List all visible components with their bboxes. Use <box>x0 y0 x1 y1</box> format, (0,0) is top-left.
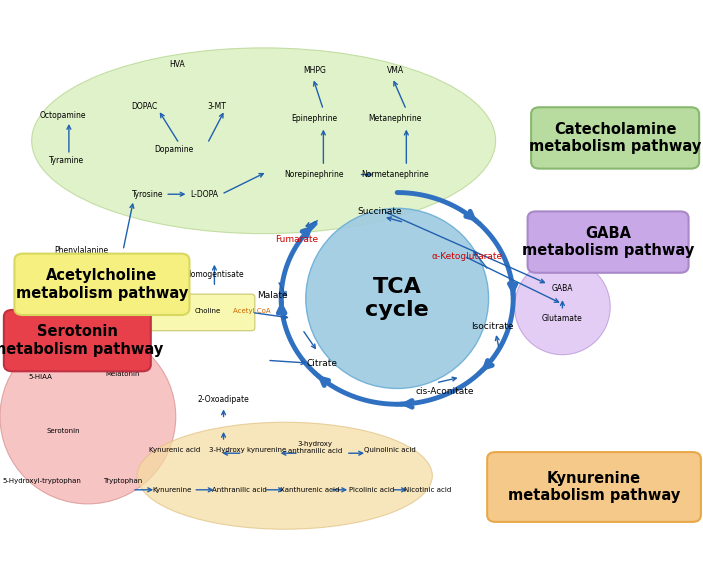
Text: Citrate: Citrate <box>307 359 337 368</box>
Ellipse shape <box>0 329 176 504</box>
Text: MHPG: MHPG <box>303 66 325 75</box>
Text: TCA
cycle: TCA cycle <box>366 277 429 320</box>
Text: Acetylcholine: Acetylcholine <box>130 308 176 314</box>
Text: Tyramine: Tyramine <box>49 156 84 165</box>
Text: Anthranilic acid: Anthranilic acid <box>212 487 266 493</box>
Text: VMA: VMA <box>387 66 404 75</box>
Text: Octopamine: Octopamine <box>40 111 86 120</box>
Text: Serotonin: Serotonin <box>46 428 80 434</box>
Ellipse shape <box>515 259 610 355</box>
Text: Succinate: Succinate <box>357 207 402 216</box>
Text: α-Ketoglutarate: α-Ketoglutarate <box>432 252 503 261</box>
Text: Fumarate: Fumarate <box>275 235 318 244</box>
Text: 5-HIAA: 5-HIAA <box>29 374 53 380</box>
Text: 5-Hydroxyl-tryptophan: 5-Hydroxyl-tryptophan <box>3 479 82 484</box>
Text: Choline: Choline <box>195 308 221 314</box>
Text: Kynurenine
metabolism pathway: Kynurenine metabolism pathway <box>508 471 681 503</box>
Text: Nicotinic acid: Nicotinic acid <box>404 487 451 493</box>
Text: Xanthurenic acid: Xanthurenic acid <box>280 487 339 493</box>
Text: 2-Oxoadipate: 2-Oxoadipate <box>198 395 250 404</box>
Text: DOPAC: DOPAC <box>131 102 157 111</box>
Text: Kynurenine: Kynurenine <box>153 487 192 493</box>
Text: Epinephrine: Epinephrine <box>291 114 337 123</box>
Text: Tyrosine: Tyrosine <box>132 190 163 199</box>
FancyBboxPatch shape <box>4 310 150 372</box>
FancyBboxPatch shape <box>531 107 699 169</box>
Text: Quinolinic acid: Quinolinic acid <box>364 448 416 453</box>
FancyBboxPatch shape <box>125 294 255 331</box>
Text: Metanephrine: Metanephrine <box>368 114 422 123</box>
Text: Norepinephrine: Norepinephrine <box>285 170 344 179</box>
Ellipse shape <box>137 422 432 529</box>
Ellipse shape <box>306 208 489 388</box>
Ellipse shape <box>32 48 496 234</box>
Text: cis-Aconitate: cis-Aconitate <box>415 387 475 396</box>
Text: Normetanephrine: Normetanephrine <box>361 170 429 179</box>
Text: L-DOPA: L-DOPA <box>190 190 218 199</box>
Text: Acetyl CoA: Acetyl CoA <box>233 308 271 314</box>
Text: 3-MT: 3-MT <box>207 102 226 111</box>
Text: Isocitrate: Isocitrate <box>471 322 513 331</box>
Text: GABA
metabolism pathway: GABA metabolism pathway <box>522 226 695 258</box>
Text: GABA: GABA <box>552 284 573 293</box>
Text: Glutamate: Glutamate <box>542 314 583 323</box>
Text: 3-hydroxy
anthranilic acid: 3-hydroxy anthranilic acid <box>288 441 342 454</box>
Text: Picolinic acid: Picolinic acid <box>349 487 394 493</box>
Text: Melatonin: Melatonin <box>105 372 141 377</box>
Text: Homogentisate: Homogentisate <box>185 270 244 279</box>
Text: Malate: Malate <box>257 291 288 300</box>
FancyBboxPatch shape <box>487 452 701 522</box>
Text: Phenylalanine: Phenylalanine <box>54 246 108 255</box>
Text: Tryptophan: Tryptophan <box>103 479 143 484</box>
Text: Catecholamine
metabolism pathway: Catecholamine metabolism pathway <box>529 122 702 154</box>
Text: HVA: HVA <box>169 60 185 69</box>
Text: Dopamine: Dopamine <box>155 145 194 154</box>
FancyBboxPatch shape <box>527 212 688 273</box>
Text: Kynurenic acid: Kynurenic acid <box>149 448 200 453</box>
Text: Serotonin
metabolism pathway: Serotonin metabolism pathway <box>0 324 164 357</box>
Text: Acetylcholine
metabolism pathway: Acetylcholine metabolism pathway <box>15 268 188 301</box>
FancyBboxPatch shape <box>14 253 190 315</box>
Text: 3-Hydroxy kynurenine: 3-Hydroxy kynurenine <box>209 448 286 453</box>
